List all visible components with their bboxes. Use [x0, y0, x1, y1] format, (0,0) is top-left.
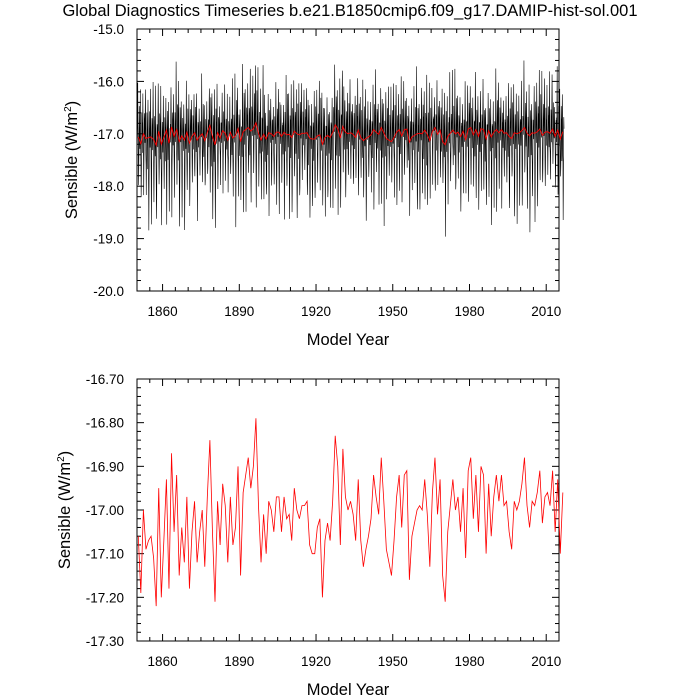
y-tick-label: -16.0	[93, 74, 124, 89]
y-tick-label: -17.00	[86, 503, 124, 518]
y-tick-label: -15.0	[93, 22, 124, 37]
bottom-annual-series	[137, 418, 564, 607]
bottom-y-axis-label: Sensible (W/m2)	[56, 451, 74, 569]
x-tick-label: 2010	[531, 654, 561, 669]
y-tick-label: -17.30	[86, 634, 124, 649]
x-tick-label: 1980	[454, 654, 484, 669]
top-y-axis-label: Sensible (W/m2)	[63, 101, 81, 219]
bottom-y-ticks: -16.70 -16.80 -16.90 -17.00 -17.10 -17.20 -17.…	[86, 372, 559, 649]
x-tick-label: 1920	[301, 304, 331, 319]
y-tick-label: -16.70	[86, 372, 124, 387]
y-tick-label: -19.0	[93, 232, 124, 247]
y-tick-label: -17.0	[93, 127, 124, 142]
x-tick-label: 1890	[224, 654, 254, 669]
x-tick-label: 1890	[224, 304, 254, 319]
y-tick-label: -20.0	[93, 284, 124, 299]
top-monthly-series	[136, 60, 565, 237]
x-tick-label: 1980	[454, 304, 484, 319]
monthly-series-line	[136, 60, 565, 237]
annual-mean-line	[137, 418, 564, 607]
bottom-panel: 1860 1890 1920 1950 1980 2010 -16.70-16.80-16…	[56, 372, 564, 699]
x-tick-label: 2010	[531, 304, 561, 319]
top-x-axis-label: Model Year	[307, 331, 390, 349]
bottom-x-axis-label: Model Year	[307, 681, 390, 699]
x-tick-label: 1860	[148, 654, 178, 669]
chart-title: Global Diagnostics Timeseries b.e21.B185…	[62, 2, 638, 20]
y-tick-label: -16.80	[86, 416, 124, 431]
top-x-ticks: 1860 1890 1920 1950 1980 2010	[148, 29, 561, 319]
annual-mean-line-overlay	[137, 121, 564, 147]
y-tick-label: -17.20	[86, 590, 124, 605]
x-tick-label: 1950	[378, 654, 408, 669]
top-plot-frame	[136, 28, 560, 292]
top-y-ticks: -15.0 -16.0 -17.0 -18.0 -19.0 -20.0	[93, 22, 559, 299]
y-tick-label: -16.90	[86, 459, 124, 474]
y-tick-label: -17.10	[86, 547, 124, 562]
top-panel: 1860 1890 1920 1950 1980 2010 -15.0 -16.0 -17.0…	[63, 22, 565, 349]
top-annual-series	[137, 121, 564, 147]
x-tick-label: 1920	[301, 654, 331, 669]
x-tick-label: 1950	[378, 304, 408, 319]
y-tick-label: -18.0	[93, 179, 124, 194]
bottom-x-ticks: 1860 1890 1920 1950 1980 2010	[148, 379, 561, 669]
x-tick-label: 1860	[148, 304, 178, 319]
